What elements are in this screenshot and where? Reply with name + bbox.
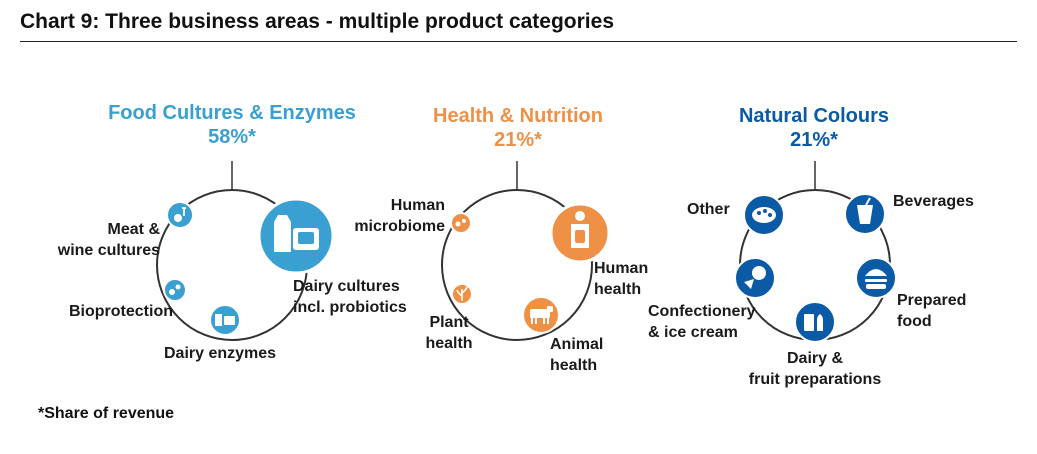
food-cultures-diagram <box>156 161 335 341</box>
natural-colours-diagram <box>734 161 897 343</box>
meat-wine-icon <box>166 201 194 229</box>
dairy-enzymes-icon <box>209 304 241 336</box>
footnote: *Share of revenue <box>38 405 175 422</box>
label-dairy-enzymes: Dairy enzymes <box>164 345 277 362</box>
label-bioprotection: Bioprotection <box>69 303 173 320</box>
dairy-cultures-icon <box>257 197 335 275</box>
microbiome-icon <box>450 212 472 234</box>
plant-icon <box>451 283 473 305</box>
label-animal-health: Animal health <box>550 336 604 374</box>
health-nutrition-diagram <box>441 161 611 341</box>
group-share: 21%* <box>494 129 542 151</box>
bioprotection-icon <box>163 278 187 302</box>
title-rule <box>20 41 1017 42</box>
group-title-food-cultures: Food Cultures & Enzymes 58%* <box>108 101 356 149</box>
label-plant-health: Plant health <box>425 314 473 352</box>
group-name: Health & Nutrition <box>433 105 603 127</box>
human-body-icon <box>549 202 611 264</box>
group-title-health-nutrition: Health & Nutrition 21%* <box>433 104 603 152</box>
label-beverages: Beverages <box>893 193 974 210</box>
group-share: 21%* <box>790 129 838 151</box>
burger-icon <box>855 257 897 299</box>
ice-cream-icon <box>734 257 776 299</box>
palette-icon <box>743 194 785 236</box>
label-confectionery: Confectionery & ice cream <box>648 303 756 341</box>
cow-icon <box>522 296 560 334</box>
group-name: Food Cultures & Enzymes <box>108 102 356 124</box>
chart-title: Chart 9: Three business areas - multiple… <box>20 10 614 33</box>
label-dairy-cultures: Dairy cultures incl. probiotics <box>293 278 407 316</box>
label-dairy-fruit: Dairy & fruit preparations <box>748 350 882 388</box>
label-human-health: Human health <box>594 260 649 298</box>
cup-icon <box>844 193 886 235</box>
label-prepared-food: Prepared food <box>897 292 967 330</box>
label-other: Other <box>687 201 730 218</box>
label-meat-wine-cultures: Meat & wine cultures <box>57 221 160 259</box>
group-title-natural-colours: Natural Colours 21%* <box>739 104 889 152</box>
group-share: 58%* <box>208 126 256 148</box>
group-name: Natural Colours <box>738 105 890 127</box>
milk-bottle-icon <box>794 301 836 343</box>
label-human-microbiome: Human microbiome <box>354 197 445 235</box>
health-nutrition-ring <box>441 189 593 341</box>
